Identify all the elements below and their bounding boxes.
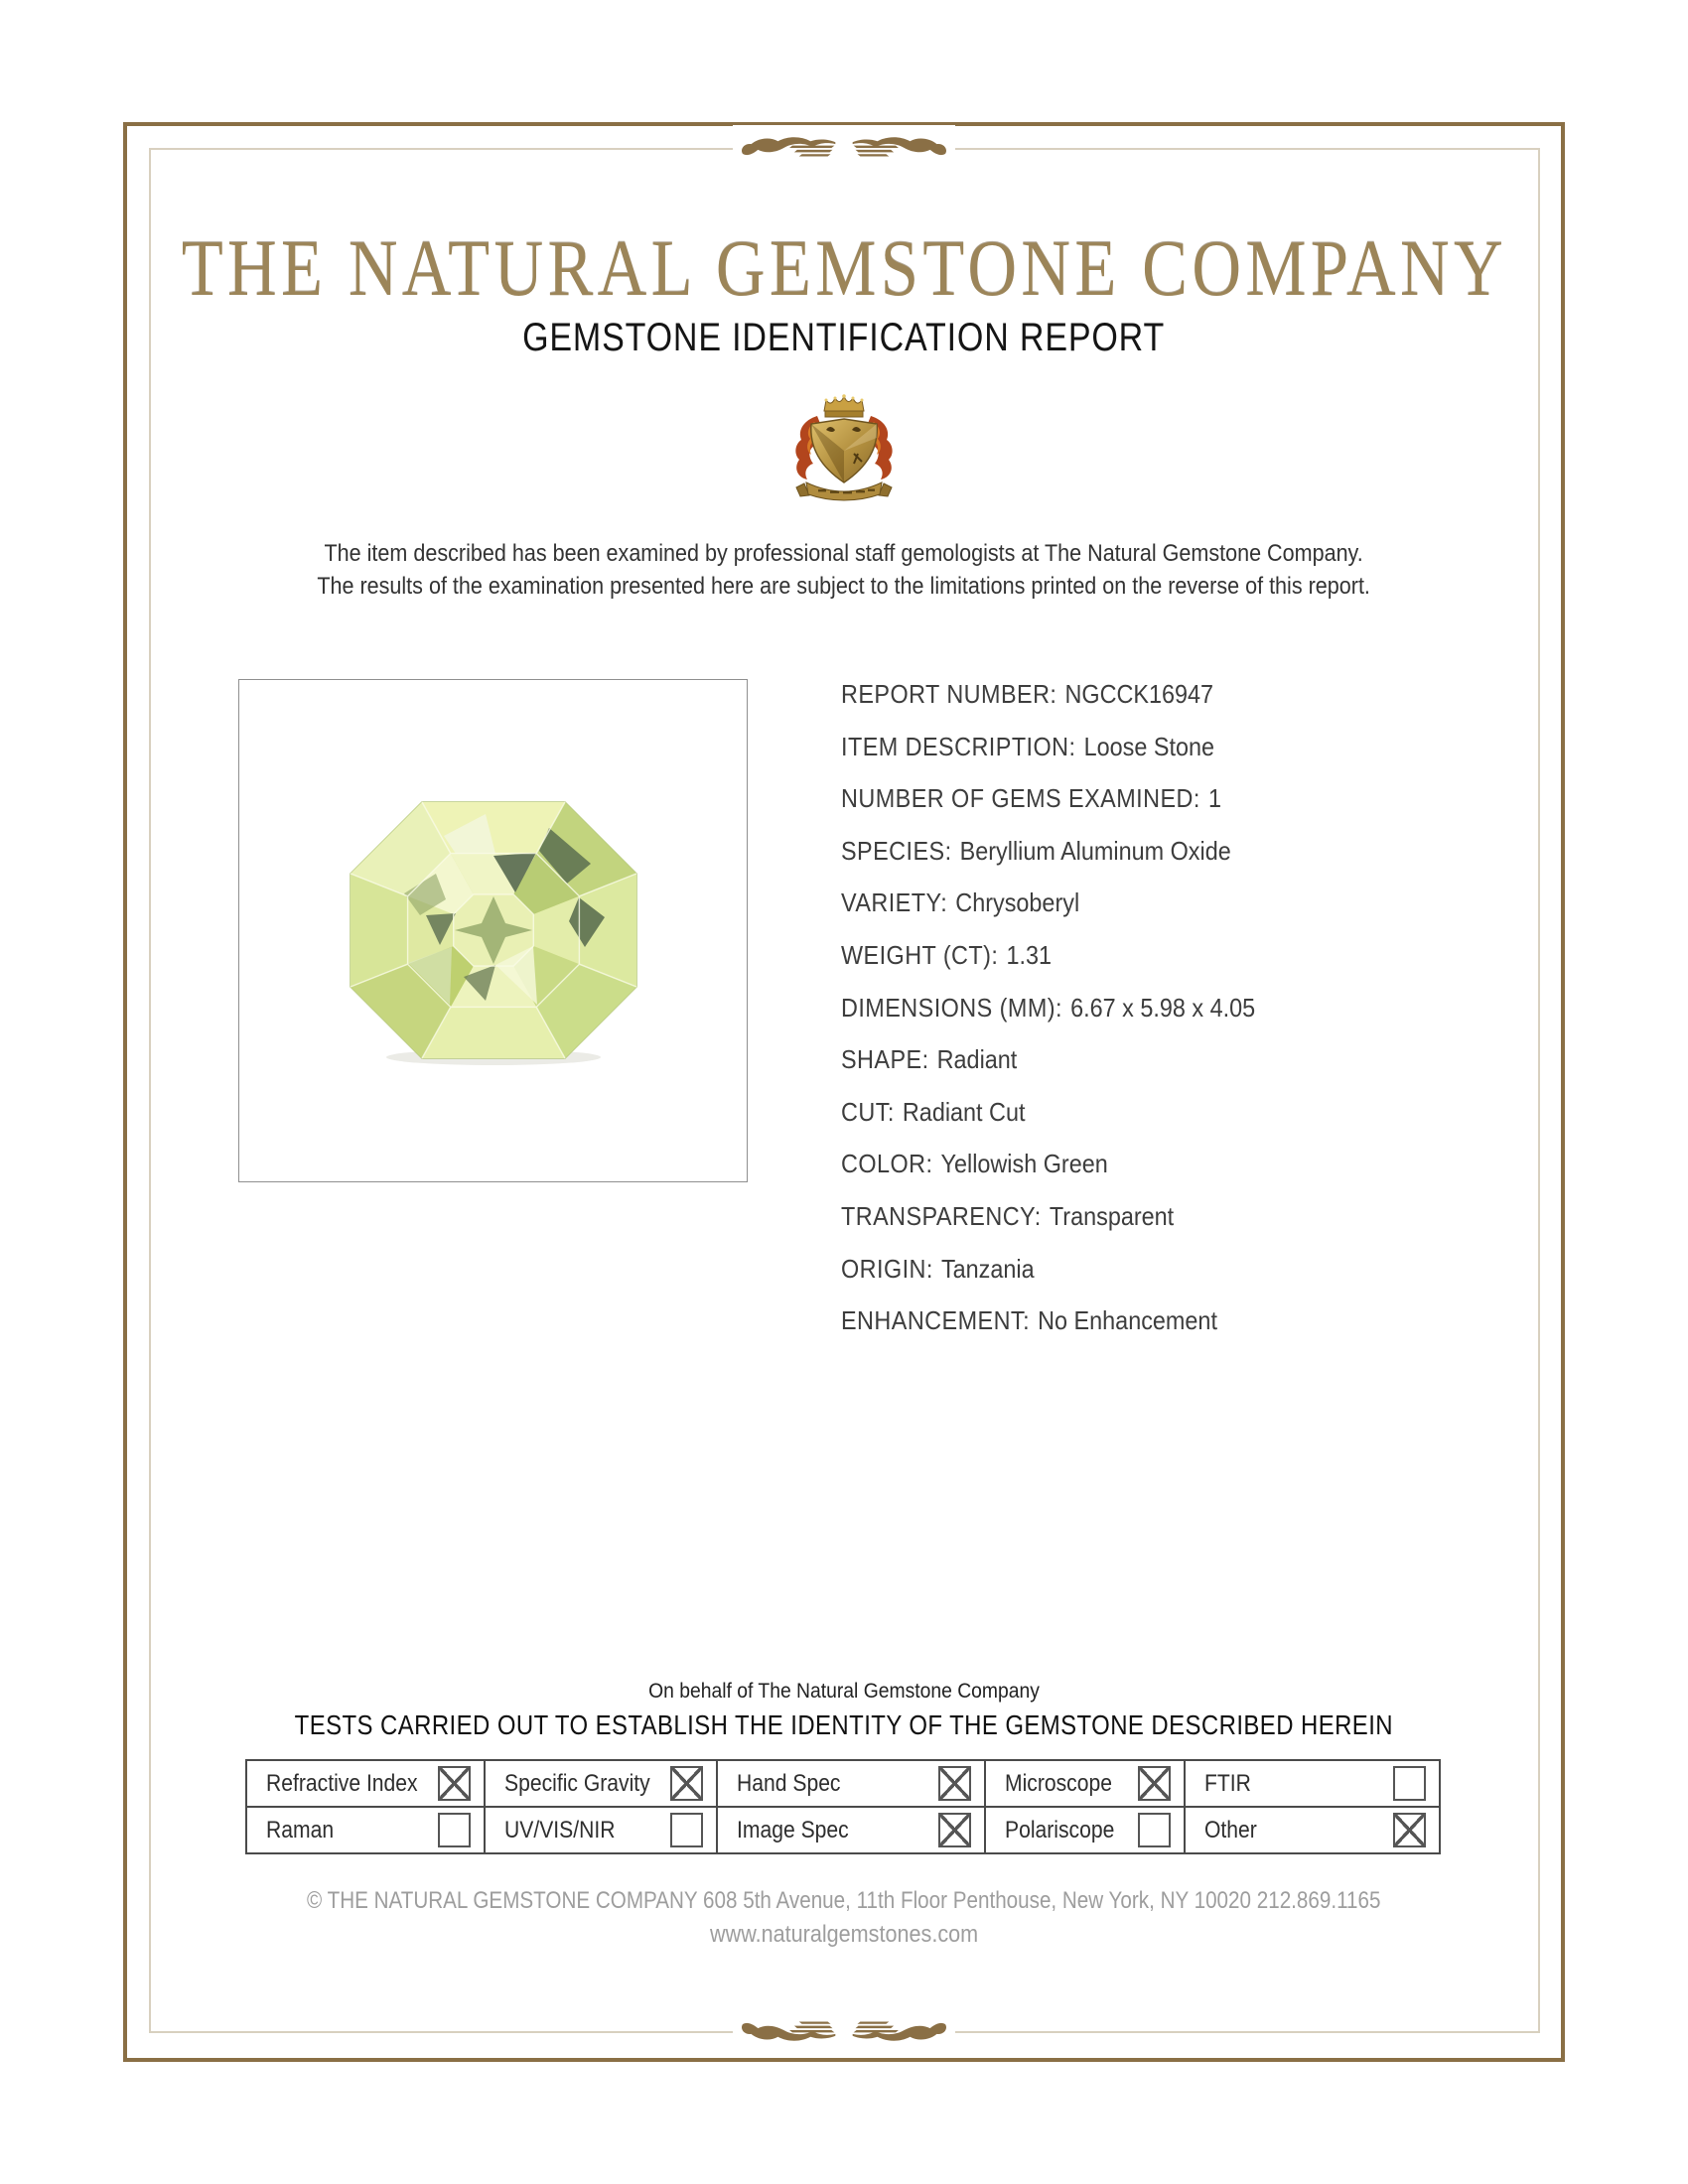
tests-heading: TESTS CARRIED OUT TO ESTABLISH THE IDENT… (0, 1709, 1688, 1741)
detail-label: DIMENSIONS (MM): (841, 992, 1062, 1023)
heraldic-crest-icon (795, 394, 893, 501)
gemstone-photo (238, 679, 748, 1182)
tests-table-cell: Other (1183, 1806, 1442, 1854)
detail-label: TRANSPARENCY: (841, 1200, 1042, 1231)
unchecked-checkbox-icon[interactable] (670, 1813, 704, 1847)
test-name-label: Raman (266, 1816, 335, 1843)
tests-table-cell: Image Spec (716, 1806, 987, 1854)
detail-value: Chrysoberyl (955, 887, 1080, 918)
tests-heading-text: TESTS CARRIED OUT TO ESTABLISH THE IDENT… (294, 1709, 1394, 1740)
footer-website-text: www.naturalgemstones.com (709, 1921, 979, 1948)
detail-row: ORIGIN: Tanzania (841, 1254, 1457, 1306)
detail-label: SHAPE: (841, 1044, 929, 1075)
detail-value: Radiant (936, 1044, 1018, 1075)
checked-checkbox-icon[interactable] (938, 1813, 972, 1847)
test-name-label: Hand Spec (737, 1769, 841, 1797)
detail-value: Yellowish Green (940, 1149, 1108, 1179)
examination-statement-line2: The results of the examination presented… (317, 573, 1371, 600)
detail-value: Tanzania (940, 1253, 1035, 1284)
detail-label: REPORT NUMBER: (841, 679, 1057, 709)
examination-statement: The item described has been examined by … (0, 537, 1688, 603)
checked-checkbox-icon[interactable] (670, 1766, 704, 1801)
unchecked-checkbox-icon[interactable] (438, 1813, 472, 1847)
tests-table-row: Raman UV/VIS/NIR Image Spec Polariscope Othe… (244, 1806, 1442, 1854)
report-subtitle: GEMSTONE IDENTIFICATION REPORT (0, 316, 1688, 360)
tests-table-cell: Polariscope (984, 1806, 1186, 1854)
detail-row: CUT: Radiant Cut (841, 1097, 1457, 1150)
test-name-label: UV/VIS/NIR (504, 1816, 616, 1843)
detail-value: 6.67 x 5.98 x 4.05 (1070, 992, 1256, 1023)
footer-address-text: © THE NATURAL GEMSTONE COMPANY 608 5th A… (307, 1887, 1381, 1914)
tests-table-cell: Specific Gravity (484, 1759, 719, 1808)
tests-table-cell: Refractive Index (244, 1759, 487, 1808)
detail-value: Beryllium Aluminum Oxide (959, 835, 1231, 866)
checked-checkbox-icon[interactable] (1137, 1766, 1171, 1801)
detail-row: ITEM DESCRIPTION: Loose Stone (841, 732, 1457, 784)
test-name-label: Polariscope (1005, 1816, 1115, 1843)
detail-label: ORIGIN: (841, 1253, 933, 1284)
heraldic-crest-icon (784, 392, 904, 507)
detail-row: TRANSPARENCY: Transparent (841, 1201, 1457, 1254)
test-name-label: Specific Gravity (504, 1769, 651, 1797)
detail-row: NUMBER OF GEMS EXAMINED: 1 (841, 783, 1457, 836)
flourish-divider-icon (741, 2021, 947, 2041)
detail-value: Transparent (1049, 1200, 1175, 1231)
detail-row: SHAPE: Radiant (841, 1044, 1457, 1097)
gemstone-image (349, 800, 637, 1065)
unchecked-checkbox-icon[interactable] (1393, 1766, 1426, 1801)
checked-checkbox-icon[interactable] (938, 1766, 972, 1801)
detail-value: NGCCK16947 (1064, 679, 1214, 709)
report-subtitle-text: GEMSTONE IDENTIFICATION REPORT (522, 316, 1166, 359)
detail-label: NUMBER OF GEMS EXAMINED: (841, 783, 1200, 814)
detail-value: Loose Stone (1083, 731, 1214, 761)
test-name-label: Refractive Index (266, 1769, 418, 1797)
unchecked-checkbox-icon[interactable] (1137, 1813, 1171, 1847)
detail-value: Radiant Cut (902, 1096, 1026, 1127)
examination-statement-line1: The item described has been examined by … (324, 540, 1364, 567)
detail-value: 1.31 (1006, 939, 1053, 970)
footer-website-line: www.naturalgemstones.com (0, 1921, 1688, 1949)
detail-value: 1 (1207, 783, 1221, 814)
detail-label: SPECIES: (841, 835, 952, 866)
detail-row: SPECIES: Beryllium Aluminum Oxide (841, 836, 1457, 888)
company-title: THE NATURAL GEMSTONE COMPANY (0, 224, 1688, 315)
checked-checkbox-icon[interactable] (1393, 1813, 1426, 1847)
detail-label: COLOR: (841, 1149, 933, 1179)
test-name-label: FTIR (1203, 1769, 1251, 1797)
on-behalf-line: On behalf of The Natural Gemstone Compan… (0, 1680, 1688, 1704)
on-behalf-text: On behalf of The Natural Gemstone Compan… (648, 1680, 1040, 1703)
test-name-label: Other (1203, 1816, 1257, 1843)
tests-table-cell: Raman (244, 1806, 487, 1854)
tests-table-cell: Microscope (984, 1759, 1186, 1808)
detail-row: WEIGHT (CT): 1.31 (841, 940, 1457, 993)
detail-row: VARIETY: Chrysoberyl (841, 887, 1457, 940)
detail-row: DIMENSIONS (MM): 6.67 x 5.98 x 4.05 (841, 993, 1457, 1045)
test-name-label: Microscope (1005, 1769, 1113, 1797)
detail-row: COLOR: Yellowish Green (841, 1149, 1457, 1201)
flourish-divider-icon (733, 125, 955, 171)
test-name-label: Image Spec (737, 1816, 849, 1843)
report-details-list: REPORT NUMBER: NGCCK16947 ITEM DESCRIPTION… (841, 679, 1457, 1358)
detail-label: ITEM DESCRIPTION: (841, 731, 1076, 761)
company-title-text: THE NATURAL GEMSTONE COMPANY (181, 225, 1507, 313)
tests-table-cell: UV/VIS/NIR (484, 1806, 719, 1854)
tests-table-row: Refractive Index Specific Gravity Hand Spe… (244, 1759, 1442, 1808)
detail-label: VARIETY: (841, 887, 948, 918)
detail-label: CUT: (841, 1096, 895, 1127)
detail-row: REPORT NUMBER: NGCCK16947 (841, 679, 1457, 732)
footer-address-line: © THE NATURAL GEMSTONE COMPANY 608 5th A… (0, 1887, 1688, 1915)
detail-value: No Enhancement (1038, 1305, 1217, 1336)
flourish-divider-icon (733, 2007, 955, 2053)
detail-label: WEIGHT (CT): (841, 939, 999, 970)
detail-row: ENHANCEMENT: No Enhancement (841, 1305, 1457, 1358)
outer-border-frame (123, 122, 1565, 2062)
tests-table-cell: Hand Spec (716, 1759, 987, 1808)
tests-table-cell: FTIR (1183, 1759, 1442, 1808)
detail-label: ENHANCEMENT: (841, 1305, 1031, 1336)
checked-checkbox-icon[interactable] (438, 1766, 472, 1801)
flourish-divider-icon (741, 137, 947, 157)
tests-table: Refractive Index Specific Gravity Hand Spe… (244, 1759, 1442, 1854)
